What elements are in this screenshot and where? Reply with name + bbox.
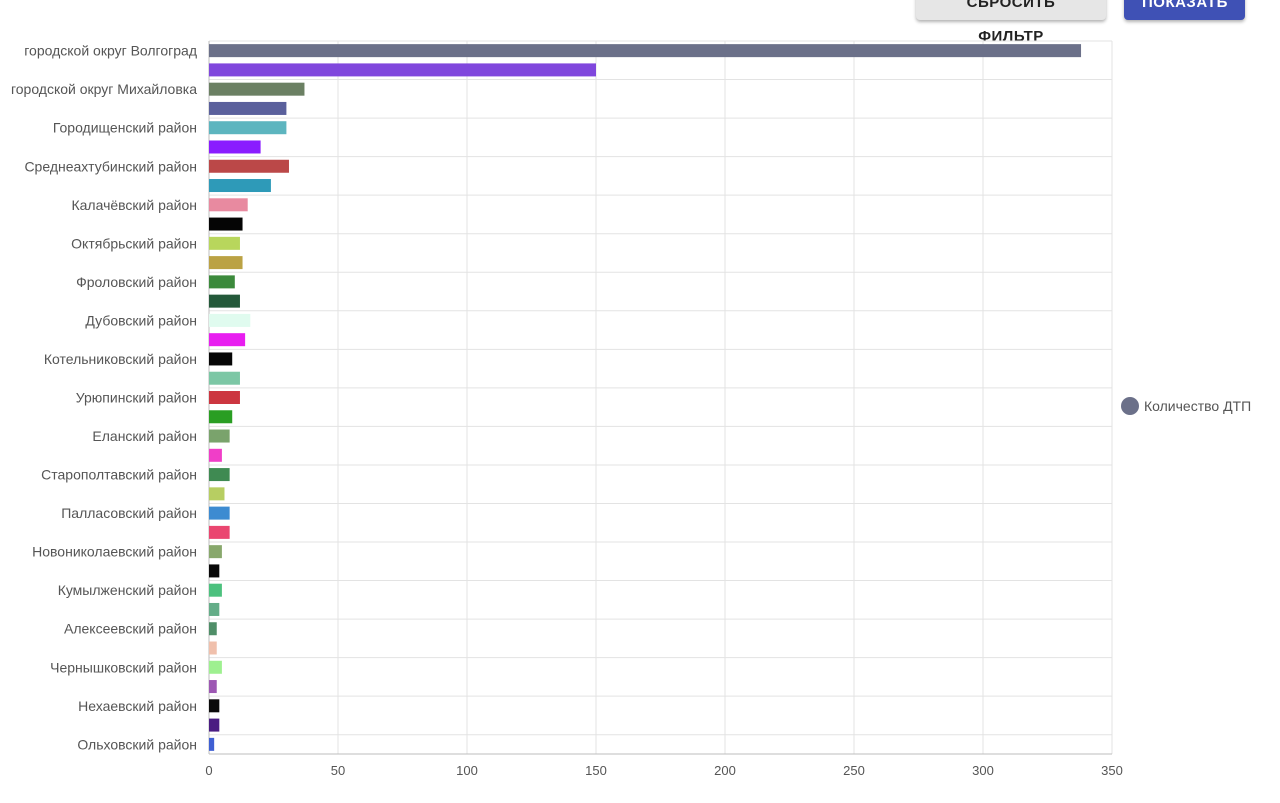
y-category-label: Городищенский район [53,120,197,136]
chart-bar [209,660,222,674]
chart-bar [209,352,233,366]
chart-bar [209,680,217,694]
chart-bar [209,622,217,636]
chart-bar [209,371,240,385]
x-tick-label: 50 [331,763,345,778]
chart-bar [209,275,235,289]
chart-bar [209,429,230,443]
y-category-label: Октябрьский район [71,235,197,251]
y-category-label: Фроловский район [76,274,197,290]
y-category-label: городской округ Михайловка [11,81,197,97]
y-category-label: Чернышковский район [50,659,197,675]
x-tick-label: 250 [843,763,865,778]
chart-bar [209,506,230,520]
x-tick-label: 300 [972,763,994,778]
y-category-label: Урюпинский район [76,389,197,405]
chart-bar [209,468,230,482]
chart-bar [209,159,289,173]
chart-bar [209,699,220,713]
chart-bar [209,121,287,135]
chart-bar [209,410,233,424]
x-tick-label: 200 [714,763,736,778]
x-tick-label: 0 [205,763,212,778]
chart-bar [209,82,305,96]
chart-bar [209,545,222,559]
y-category-label: Котельниковский район [44,351,197,367]
chart-bar [209,583,222,597]
chart-bar [209,101,287,115]
chart-bar [209,313,251,327]
chart-bar [209,294,240,308]
chart-bar [209,236,240,250]
chart-bar [209,641,217,655]
chart-bar [209,256,243,270]
y-category-label: Новониколаевский район [32,544,197,560]
chart-bar [209,198,248,212]
legend-label: Количество ДТП [1144,398,1252,414]
chart-bar [209,564,220,578]
chart-bar [209,140,261,154]
y-category-label: Старополтавский район [41,467,197,483]
chart-bar [209,390,240,404]
y-category-label: Кумылженский район [58,582,197,598]
chart-bar [209,737,215,751]
x-tick-label: 350 [1101,763,1123,778]
x-tick-label: 100 [456,763,478,778]
y-category-label: Еланский район [92,428,197,444]
y-category-label: Ольховский район [77,736,197,752]
legend-marker-icon [1121,397,1139,415]
chart-bar [209,179,271,193]
y-category-label: Алексеевский район [64,621,197,637]
y-category-label: Палласовский район [61,505,197,521]
show-button[interactable]: ПОКАЗАТЬ [1124,0,1245,20]
y-category-label: Калачёвский район [71,197,197,213]
chart-bar [209,448,222,462]
chart-bar [209,333,246,347]
y-category-label: Нехаевский район [78,698,197,714]
y-category-label: Дубовский район [85,312,197,328]
chart-bar [209,525,230,539]
chart-bar [209,63,596,77]
chart-legend[interactable]: Количество ДТП [1121,397,1251,415]
chart-bar [209,602,220,616]
x-tick-label: 150 [585,763,607,778]
chart-bar [209,487,225,501]
y-category-label: Среднеахтубинский район [24,158,197,174]
chart-bar [209,718,220,732]
chart-bar [209,44,1082,58]
y-category-label: городской округ Волгоград [24,43,197,59]
chart-bar [209,217,243,231]
